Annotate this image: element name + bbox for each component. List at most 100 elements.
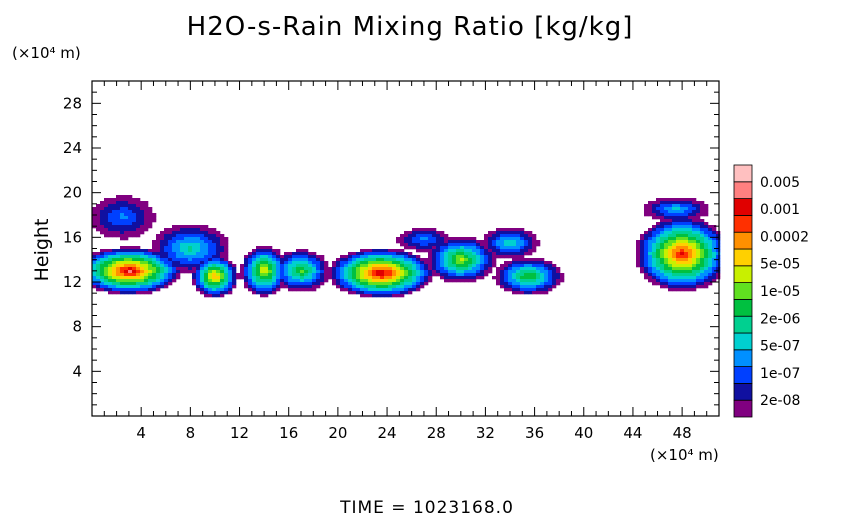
- field-cell: [260, 282, 265, 286]
- field-cell: [488, 252, 493, 256]
- field-cell: [468, 264, 473, 268]
- field-cell: [692, 207, 697, 211]
- field-cell: [480, 240, 485, 244]
- field-cell: [128, 255, 133, 259]
- field-cell: [416, 273, 421, 277]
- field-cell: [704, 261, 709, 265]
- field-cell: [516, 228, 521, 232]
- field-cell: [416, 285, 421, 289]
- field-cell: [432, 267, 437, 271]
- field-cell: [540, 282, 545, 286]
- field-cell: [520, 261, 525, 265]
- field-cell: [508, 243, 513, 247]
- field-cell: [220, 258, 225, 262]
- field-cell: [132, 222, 137, 226]
- field-cell: [400, 273, 405, 277]
- field-cell: [184, 234, 189, 238]
- field-cell: [552, 276, 557, 280]
- x-tick-label: 12: [230, 424, 249, 442]
- field-cell: [536, 285, 541, 289]
- field-cell: [132, 291, 137, 295]
- field-cell: [480, 261, 485, 265]
- field-cell: [96, 279, 101, 283]
- field-cell: [524, 291, 529, 295]
- field-cell: [260, 264, 265, 268]
- field-cell: [260, 270, 265, 274]
- field-cell: [712, 228, 717, 232]
- field-cell: [384, 273, 389, 277]
- field-cell: [260, 261, 265, 265]
- field-cell: [300, 273, 305, 277]
- field-cell: [540, 288, 545, 292]
- field-cell: [200, 246, 205, 250]
- field-cell: [420, 273, 425, 277]
- field-cell: [112, 261, 117, 265]
- field-cell: [116, 291, 121, 295]
- field-cell: [108, 249, 113, 253]
- field-cell: [680, 216, 685, 220]
- field-cell: [516, 288, 521, 292]
- field-cell: [352, 255, 357, 259]
- field-cell: [184, 225, 189, 229]
- field-cell: [480, 264, 485, 268]
- field-cell: [504, 252, 509, 256]
- field-cell: [364, 294, 369, 298]
- field-cell: [372, 270, 377, 274]
- field-cell: [124, 210, 129, 214]
- field-cell: [452, 243, 457, 247]
- field-cell: [248, 276, 253, 280]
- field-cell: [692, 231, 697, 235]
- field-cell: [440, 270, 445, 274]
- field-cell: [476, 273, 481, 277]
- field-cell: [420, 258, 425, 262]
- field-cell: [412, 273, 417, 277]
- field-cell: [492, 249, 497, 253]
- chart-title: H2O-s-Rain Mixing Ratio [kg/kg]: [186, 12, 634, 42]
- field-cell: [204, 270, 209, 274]
- field-cell: [468, 276, 473, 280]
- field-cell: [300, 258, 305, 262]
- field-cell: [252, 291, 257, 295]
- field-cell: [176, 276, 181, 280]
- field-cell: [696, 207, 701, 211]
- field-cell: [100, 258, 105, 262]
- field-cell: [240, 264, 245, 268]
- field-cell: [444, 237, 449, 241]
- field-cell: [696, 267, 701, 271]
- field-cell: [184, 228, 189, 232]
- field-cell: [652, 255, 657, 259]
- field-cell: [196, 234, 201, 238]
- field-cell: [528, 291, 533, 295]
- field-cell: [268, 288, 273, 292]
- field-cell: [524, 261, 529, 265]
- field-cell: [528, 261, 533, 265]
- field-cell: [644, 252, 649, 256]
- field-cell: [156, 246, 161, 250]
- field-cell: [664, 276, 669, 280]
- field-cell: [276, 255, 281, 259]
- field-cell: [312, 273, 317, 277]
- field-cell: [456, 246, 461, 250]
- field-cell: [432, 273, 437, 277]
- field-cell: [164, 231, 169, 235]
- field-cell: [180, 249, 185, 253]
- field-cell: [416, 228, 421, 232]
- field-cell: [652, 249, 657, 253]
- field-cell: [112, 249, 117, 253]
- field-cell: [368, 252, 373, 256]
- field-cell: [532, 279, 537, 283]
- field-cell: [472, 264, 477, 268]
- field-cell: [216, 258, 221, 262]
- field-cell: [276, 249, 281, 253]
- field-cell: [716, 246, 721, 250]
- field-cell: [116, 201, 121, 205]
- field-cell: [636, 261, 641, 265]
- field-cell: [304, 258, 309, 262]
- field-cell: [156, 252, 161, 256]
- field-cell: [272, 270, 277, 274]
- field-cell: [104, 216, 109, 220]
- field-cell: [104, 228, 109, 232]
- field-cell: [184, 270, 189, 274]
- field-cell: [264, 270, 269, 274]
